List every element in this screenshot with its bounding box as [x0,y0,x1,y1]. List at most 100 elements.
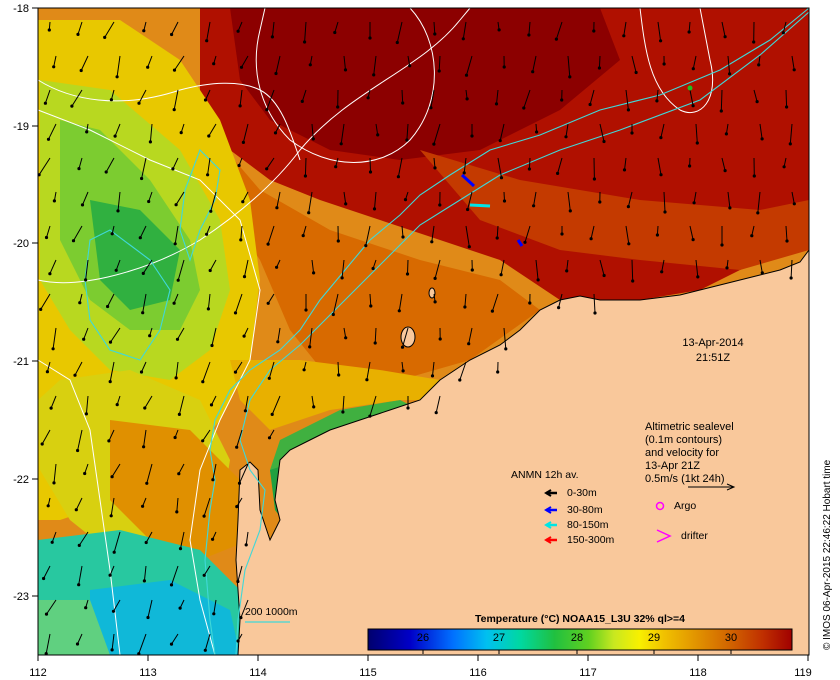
velocity-arrow-head [44,235,49,240]
velocity-arrow [467,191,473,210]
scale-arrow-head [726,483,736,491]
velocity-arrow [172,157,179,170]
velocity-arrow [45,633,51,654]
velocity-arrow [533,191,537,206]
velocity-arrow [244,395,249,411]
velocity-arrow [499,123,505,141]
velocity-arrow-head [270,412,274,416]
velocity-arrow-head [659,136,663,140]
velocity-arrow [791,191,795,204]
velocity-arrow [241,55,249,68]
velocity-arrow-head [688,164,692,168]
velocity-arrow-head [592,29,596,33]
velocity-arrow-head [792,68,796,72]
velocity-arrow [464,293,467,308]
anmn-marker-80-150m [469,203,491,208]
velocity-arrow-head [395,40,399,45]
plot-frame [37,7,810,656]
velocity-arrow [51,531,57,543]
lon-tick-label: 117 [579,667,597,679]
anmn-legend-label: 80-150m [567,519,609,531]
velocity-arrow-head [212,612,216,616]
velocity-arrow [301,89,307,102]
velocity-arrow-head [276,340,280,344]
velocity-arrow-head [495,236,499,240]
velocity-arrow [202,429,211,442]
velocity-arrow-head [373,341,377,345]
lat-tick-label: -21 [13,356,29,368]
velocity-arrow-head [720,243,724,247]
velocity-arrow [85,395,89,414]
lon-tick-label: 115 [359,667,377,679]
velocity-arrows [37,21,796,656]
velocity-arrow-head [627,242,631,246]
velocity-arrow-head [757,63,761,67]
velocity-arrow-head [71,239,76,243]
velocity-arrow-head [208,268,212,273]
velocity-arrow-head [789,276,793,280]
velocity-arrow [105,157,115,173]
velocity-arrow-head [82,337,86,341]
velocity-arrow-head [48,272,52,276]
velocity-arrow [433,123,441,145]
velocity-arrow-head [691,67,695,71]
velocity-arrow [110,327,121,343]
map-date: 13-Apr-2014 [682,337,743,349]
velocity-arrow [275,55,281,74]
velocity-arrow-head [270,35,274,39]
velocity-arrow [334,21,339,33]
velocity-arrow [207,157,211,175]
velocity-arrow [369,395,377,417]
velocity-arrow [116,55,121,77]
velocity-arrow [275,123,281,134]
velocity-arrow [237,21,243,32]
velocity-arrow-head [171,167,175,171]
velocity-arrow-head [111,609,116,613]
velocity-arrow [204,633,211,651]
velocity-arrow [375,123,379,135]
velocity-arrow-head [470,134,474,138]
velocity-arrow [85,259,89,280]
lon-labels: 112 113 114 115 116 117 118 119 [29,667,812,679]
velocity-arrow [727,55,731,74]
velocity-arrow-head [104,170,108,174]
velocity-arrow-head [148,140,152,144]
anmn-legend-arrowhead [544,506,552,514]
velocity-arrow [52,327,57,349]
velocity-arrow-head [303,40,307,44]
velocity-arrow-head [461,37,465,41]
anmn-legend-item: 30-80m [544,504,603,516]
velocity-arrow [566,259,569,271]
velocity-arrow-head [233,370,238,374]
velocity-arrow [171,21,179,35]
velocity-arrow-head [408,64,412,68]
altimetry-note-line: and velocity for [645,447,719,459]
velocity-arrow [207,293,211,309]
velocity-arrow [631,55,637,73]
velocity-arrow-head [344,336,348,340]
velocity-arrow-head [265,108,269,112]
colorbar-tick-label: 30 [725,632,737,644]
velocity-arrow [369,293,372,307]
velocity-arrow-head [176,278,180,282]
velocity-arrow [759,123,763,139]
velocity-arrow-head [522,106,526,110]
velocity-arrow [83,327,89,340]
velocity-arrow-head [626,108,631,112]
velocity-arrow-head [406,406,410,410]
velocity-arrow [435,395,441,413]
velocity-arrow [48,123,57,140]
velocity-arrow-head [146,65,150,69]
velocity-arrow-head [141,271,145,275]
velocity-arrow-head [687,30,691,34]
velocity-arrow-head [174,376,178,380]
velocity-arrow-head [597,66,602,70]
velocity-arrow [209,259,217,271]
velocity-arrow [110,497,115,516]
velocity-arrow-head [504,347,508,351]
credit-text: © IMOS 06-Apr-2015 22:46:22 Hobart time [822,459,833,650]
velocity-arrow-head [725,266,729,270]
velocity-arrow-head [201,439,205,443]
velocity-arrow-head [458,378,462,382]
velocity-arrow-head [602,273,606,278]
